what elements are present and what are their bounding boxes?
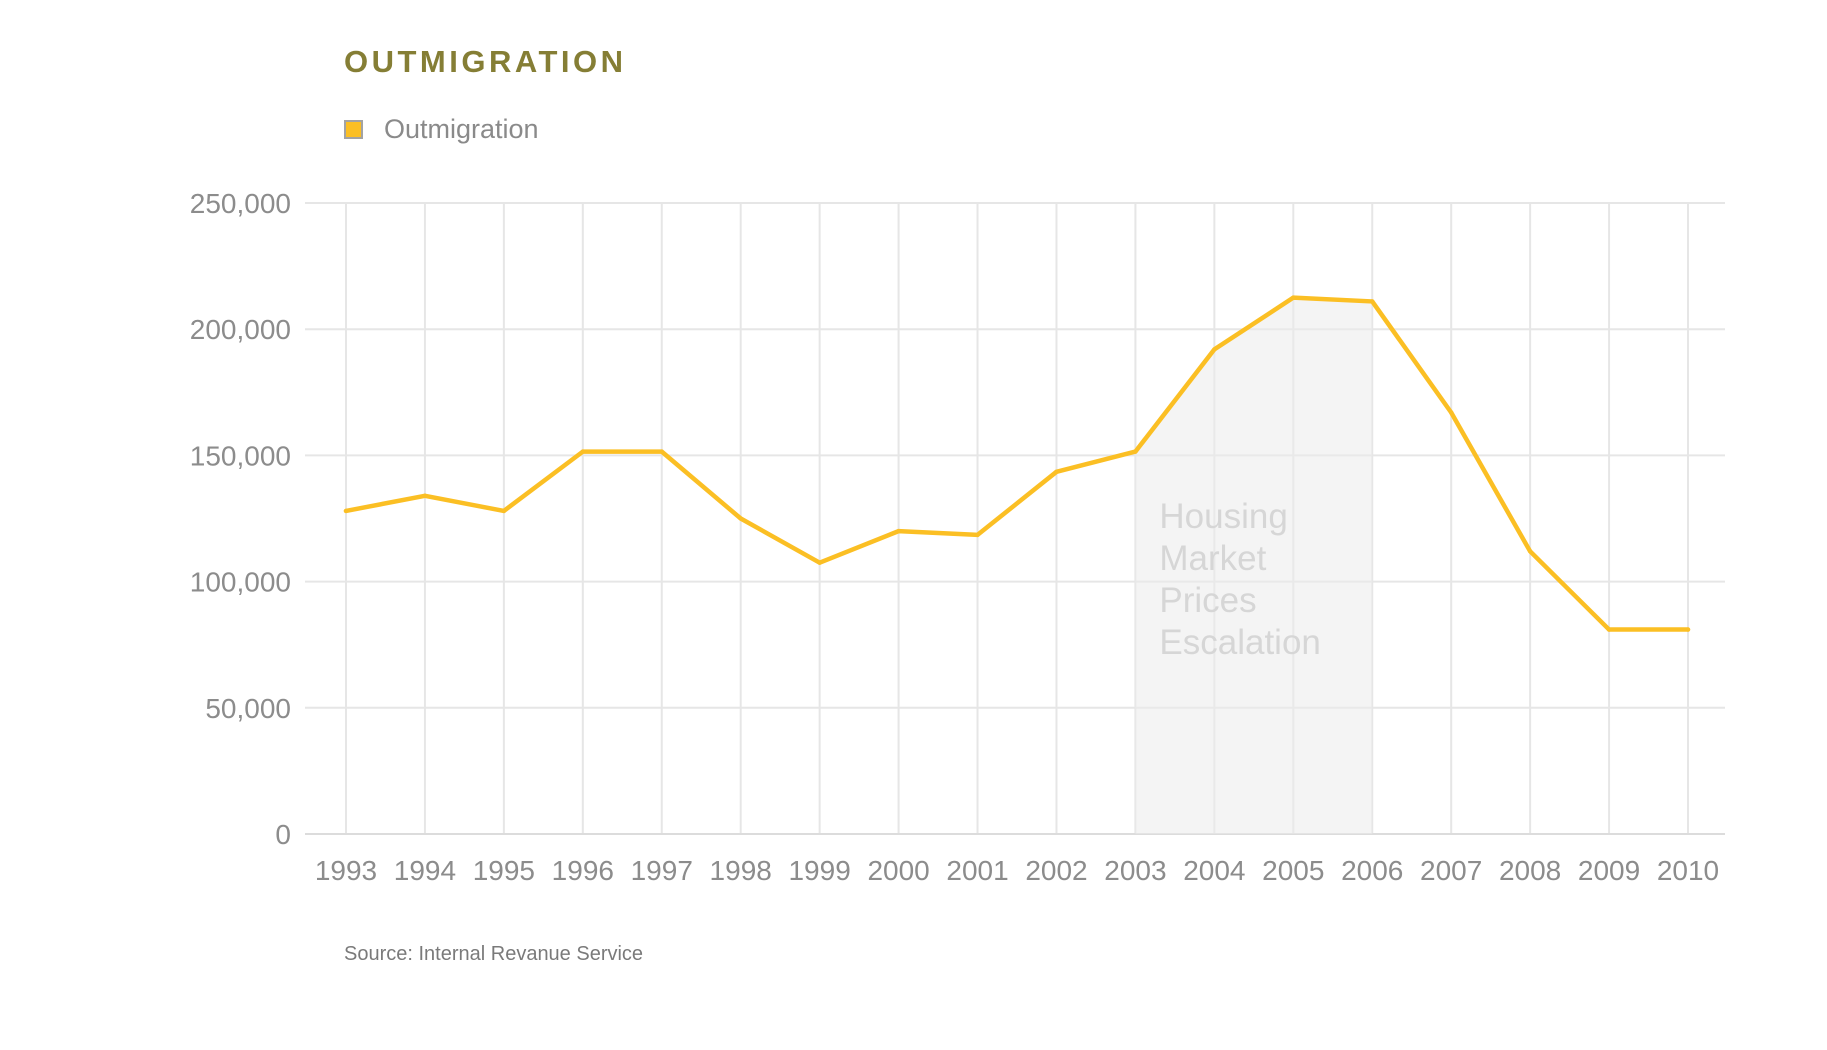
annotation-region (1135, 297, 1373, 834)
x-tick-label: 2004 (1183, 855, 1245, 886)
data-point (422, 493, 428, 498)
x-tick-label: 2002 (1025, 855, 1087, 886)
x-tick-label: 2000 (867, 855, 929, 886)
y-tick-label: 100,000 (190, 567, 291, 598)
x-tick-label: 2001 (946, 855, 1008, 886)
x-tick-label: 1997 (631, 855, 693, 886)
y-tick-label: 50,000 (205, 693, 291, 724)
data-point (1685, 627, 1691, 632)
y-tick-label: 200,000 (190, 314, 291, 345)
data-point (343, 508, 349, 514)
chart-title: OUTMIGRATION (344, 44, 627, 79)
annotation-text: Housing (1159, 497, 1287, 536)
legend-label: Outmigration (384, 114, 539, 144)
x-tick-label: 2010 (1657, 855, 1719, 886)
y-tick-label: 150,000 (190, 440, 291, 471)
x-tick-label: 2009 (1578, 855, 1640, 886)
data-point (1370, 299, 1375, 304)
data-point (501, 508, 507, 514)
data-point (1448, 410, 1454, 415)
legend-swatch (344, 120, 363, 139)
data-point (896, 528, 901, 534)
data-point (1133, 449, 1138, 454)
annotation-text: Escalation (1159, 623, 1320, 662)
x-tick-label: 2006 (1341, 855, 1403, 886)
outmigration-line (343, 295, 1691, 632)
data-point (580, 449, 586, 454)
data-point (659, 449, 664, 454)
data-point (1527, 549, 1533, 554)
annotation-text: Prices (1159, 581, 1256, 620)
data-point (1212, 347, 1217, 352)
data-point (817, 560, 822, 565)
x-tick-label: 2005 (1262, 855, 1324, 886)
x-tick-label: 2007 (1420, 855, 1482, 886)
source-note: Source: Internal Revanue Service (344, 943, 644, 965)
data-point (1291, 295, 1296, 300)
x-tick-label: 1995 (473, 855, 535, 886)
data-point (1054, 469, 1059, 475)
x-tick-label: 2003 (1104, 855, 1166, 886)
x-tick-label: 1999 (788, 855, 850, 886)
data-point (975, 532, 980, 538)
y-tick-label: 250,000 (190, 188, 291, 219)
y-tick-label: 0 (275, 819, 291, 850)
x-tick-label: 1993 (315, 855, 377, 886)
data-point (738, 516, 743, 521)
x-tick-label: 1998 (710, 855, 772, 886)
x-tick-label: 2008 (1499, 855, 1561, 886)
legend: Outmigration (344, 114, 539, 145)
x-tick-label: 1994 (394, 855, 456, 886)
data-point (1606, 627, 1612, 632)
x-tick-label: 1996 (552, 855, 614, 886)
annotation-text: Market (1159, 539, 1266, 578)
